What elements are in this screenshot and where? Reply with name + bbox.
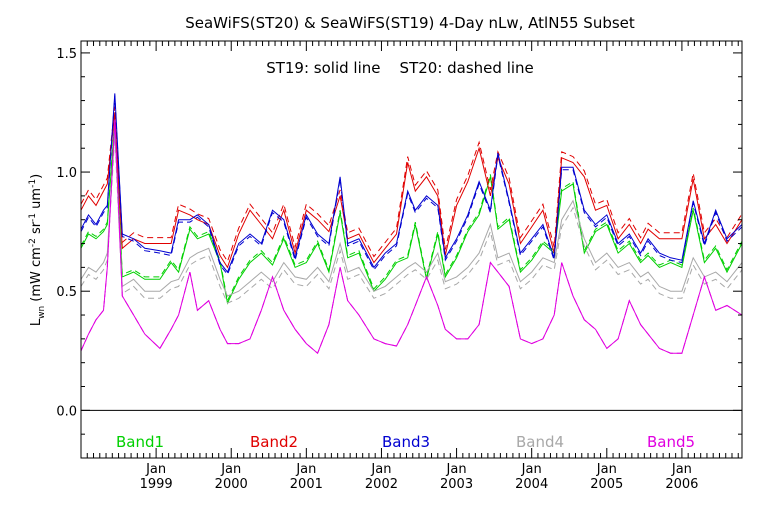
legend-label-band3: Band3 — [382, 433, 430, 451]
legend: Band1 Band2 Band3 Band4 Band5 — [116, 433, 695, 451]
band1-st19-solid-line — [80, 119, 743, 305]
y-tick-label: 0.5 — [56, 285, 77, 300]
y-axis-label-close: ) — [29, 174, 44, 179]
band1-st20-dashed-line — [80, 117, 743, 303]
y-axis-label-mid: sr — [29, 221, 44, 238]
plot-frame — [80, 40, 743, 459]
legend-label-band5: Band5 — [647, 433, 695, 451]
x-tick-label-month: Jan — [295, 462, 316, 477]
legend-label-band1: Band1 — [116, 433, 164, 451]
line-style-annotation: ST19: solid line ST20: dashed line — [266, 59, 534, 77]
x-tick-label-year: 2000 — [215, 477, 248, 492]
x-tick-label-month: Jan — [671, 462, 692, 477]
y-axis-label-sup3: -1 — [28, 179, 38, 188]
x-tick-label-year: 2004 — [515, 477, 548, 492]
x-tick-label-month: Jan — [370, 462, 391, 477]
band3-st19-solid-line — [80, 93, 743, 274]
band2-st19-solid-line — [80, 112, 743, 269]
y-tick-label: 1.0 — [56, 166, 77, 181]
x-tick-label-year: 2005 — [590, 477, 623, 492]
y-tick-label: 1.5 — [56, 47, 77, 62]
x-tick-label-year: 2006 — [665, 477, 698, 492]
legend-label-band2: Band2 — [250, 433, 298, 451]
axes: 0.00.51.01.5Jan1999Jan2000Jan2001Jan2002… — [56, 40, 743, 492]
band5-st19-solid-line — [80, 119, 743, 355]
x-tick-label-month: Jan — [596, 462, 617, 477]
y-axis-label-sup1: -2 — [28, 238, 38, 247]
y-axis-label-main: L — [29, 318, 44, 326]
band3-st20-dashed-line — [80, 95, 743, 276]
plot-lines — [80, 93, 743, 355]
x-tick-label-year: 2001 — [290, 477, 323, 492]
y-axis-label: Lwn (mW cm-2 sr-1 um-1) — [28, 174, 47, 326]
x-tick-label-month: Jan — [446, 462, 467, 477]
chart-title: SeaWiFS(ST20) & SeaWiFS(ST19) 4-Day nLw,… — [185, 14, 635, 32]
y-axis-label-sub: wn — [37, 306, 47, 319]
x-tick-label-month: Jan — [521, 462, 542, 477]
y-tick-label: 0.0 — [56, 404, 77, 419]
x-tick-label-year: 1999 — [140, 477, 173, 492]
y-axis-label-sup2: -1 — [28, 213, 38, 222]
band4-st19-solid-line — [80, 129, 743, 297]
x-tick-label-month: Jan — [220, 462, 241, 477]
y-axis-label-rest: (mW cm — [29, 247, 44, 306]
x-tick-label-year: 2003 — [440, 477, 473, 492]
band5-st20-dashed-line — [80, 119, 743, 355]
svg-text:Lwn (mW cm-2 sr-1 um-1): Lwn (mW cm-2 sr-1 um-1) — [28, 174, 47, 326]
band4-st20-dashed-line — [80, 136, 743, 304]
x-tick-label-month: Jan — [145, 462, 166, 477]
legend-label-band4: Band4 — [516, 433, 564, 451]
x-tick-label-year: 2002 — [365, 477, 398, 492]
band2-st20-dashed-line — [80, 106, 743, 263]
y-axis-label-end: um — [29, 188, 44, 213]
